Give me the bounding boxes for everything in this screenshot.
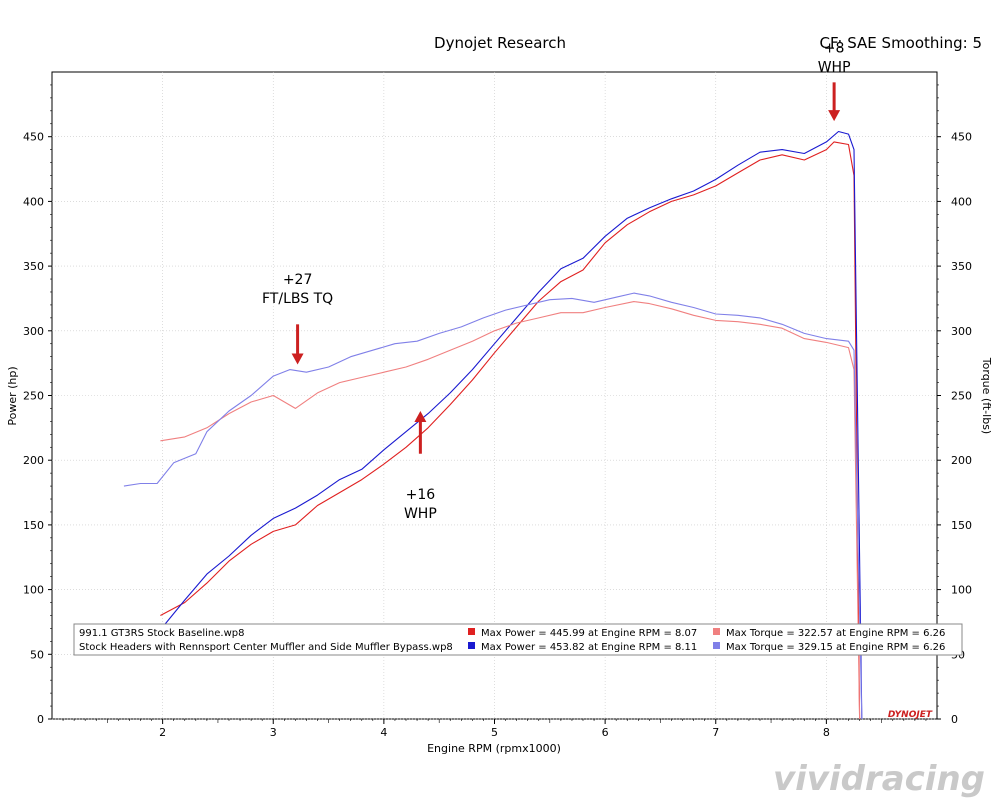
tick-label-x: 6 [602,726,609,739]
tick-label-left: 50 [30,648,44,661]
tick-label-x: 4 [380,726,387,739]
legend-swatch-power-1 [468,628,475,635]
legend-run-1: 991.1 GT3RS Stock Baseline.wp8 [79,628,244,639]
tick-label-left: 250 [23,390,44,403]
annotation-text: +8 [824,41,845,57]
tick-label-x: 2 [159,726,166,739]
tick-label-left: 100 [23,584,44,597]
tick-label-x: 7 [712,726,719,739]
chart-series [123,130,863,720]
legend-swatch-torque-1 [713,628,720,635]
annotation-text: WHP [404,506,437,522]
annotation-text: +16 [406,487,436,503]
left-axis-ticks: 0 50 100 150 200 250 300 350 400 450 [23,84,52,726]
annotation-arrow-head [291,353,304,365]
y-axis-label-left: Power (hp) [6,366,19,425]
annotation-text: +27 [283,272,313,288]
annotation-text: FT/LBS TQ [262,291,333,307]
tick-label-right: 450 [951,131,972,144]
chart-settings-text: CF: SAE Smoothing: 5 [819,34,982,52]
legend: 991.1 GT3RS Stock Baseline.wp8 Stock Hea… [73,623,963,656]
tick-label-right: 0 [951,713,958,726]
legend-torque-2: Max Torque = 329.15 at Engine RPM = 6.26 [726,642,945,653]
tick-label-left: 400 [23,195,44,208]
series-line-4 [123,292,863,720]
dynojet-logo: DYNOJET [888,710,933,720]
annotations: +27 FT/LBS TQ +16 WHP +8 WHP [262,41,851,522]
tick-label-x: 5 [491,726,498,739]
legend-box [73,623,963,656]
legend-run-2: Stock Headers with Rennsport Center Muff… [79,642,453,653]
legend-torque-1: Max Torque = 322.57 at Engine RPM = 6.26 [726,628,945,639]
chart-title: Dynojet Research [434,34,566,52]
series-line-1 [160,141,861,720]
annotation-arrow-head [414,411,427,423]
tick-label-right: 250 [951,390,972,403]
tick-label-left: 200 [23,454,44,467]
tick-label-right: 200 [951,454,972,467]
x-axis-ticks: 2 3 4 5 6 7 8 [62,719,927,739]
tick-label-left: 150 [23,519,44,532]
y-axis-label-right: Torque (ft-lbs) [980,357,993,434]
tick-label-right: 150 [951,519,972,532]
tick-label-left: 350 [23,260,44,273]
tick-label-x: 8 [823,726,830,739]
x-axis-label: Engine RPM (rpmx1000) [427,742,561,755]
watermark: vividracing [773,759,985,799]
legend-power-1: Max Power = 445.99 at Engine RPM = 8.07 [481,628,697,639]
series-line-3 [160,301,861,720]
tick-label-left: 0 [37,713,44,726]
annotation-text: WHP [818,60,851,76]
annotation-arrow-head [828,110,841,122]
tick-label-x: 3 [270,726,277,739]
tick-label-right: 100 [951,584,972,597]
legend-swatch-power-2 [468,642,475,649]
series-line-2 [162,130,863,720]
tick-label-left: 300 [23,325,44,338]
tick-label-right: 400 [951,195,972,208]
tick-label-left: 450 [23,131,44,144]
legend-swatch-torque-2 [713,642,720,649]
tick-label-right: 300 [951,325,972,338]
tick-label-right: 350 [951,260,972,273]
legend-power-2: Max Power = 453.82 at Engine RPM = 8.11 [481,642,697,653]
